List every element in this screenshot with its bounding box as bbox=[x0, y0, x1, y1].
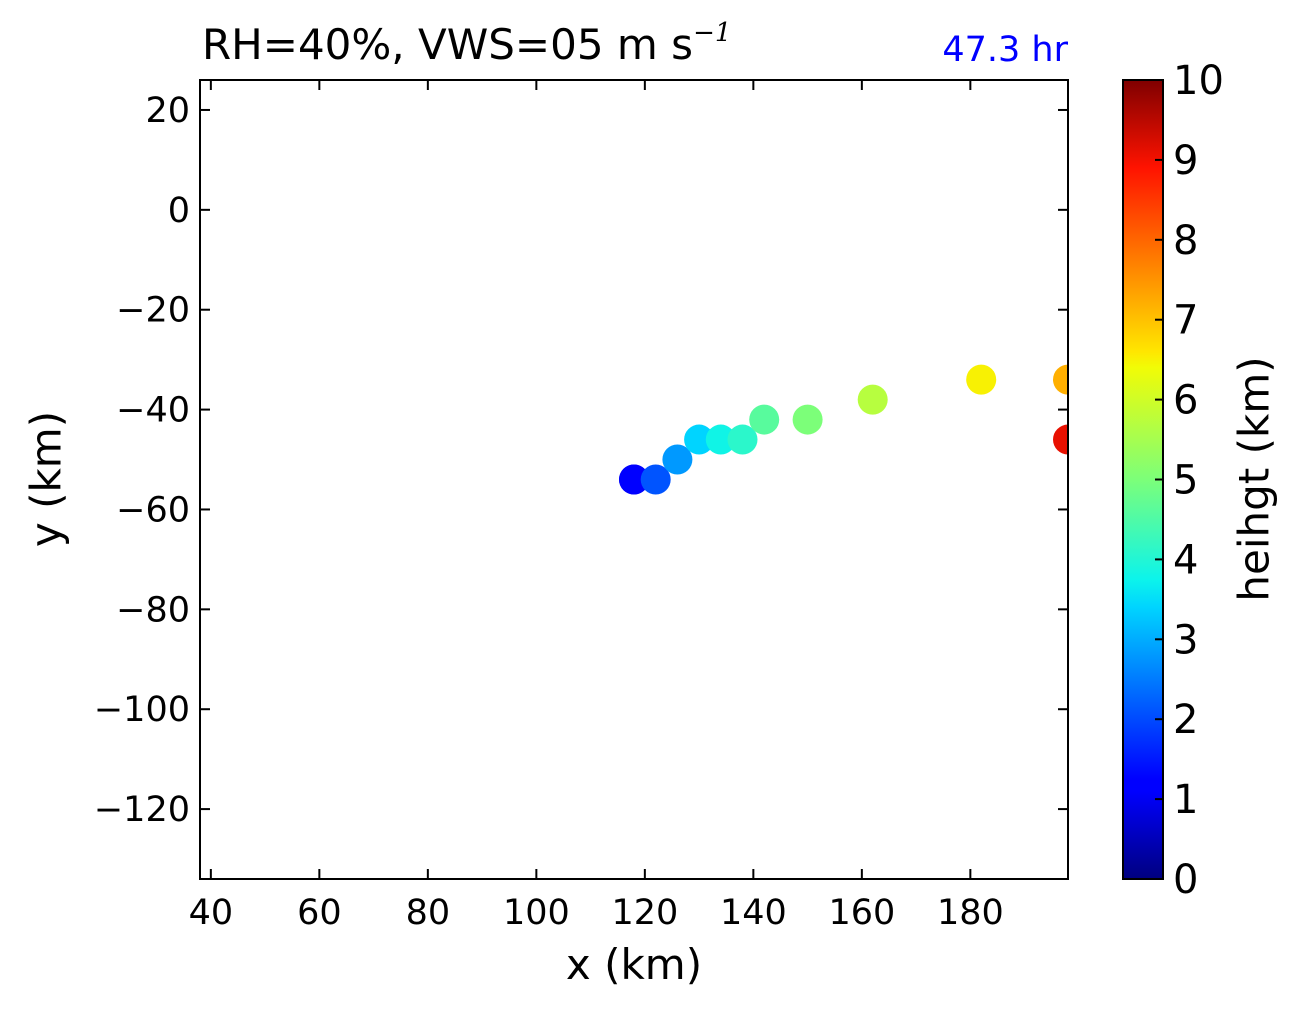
data-point bbox=[727, 424, 758, 455]
y-axis-label: y (km) bbox=[21, 410, 71, 548]
colorbar-tick-label: 10 bbox=[1173, 58, 1224, 104]
data-point bbox=[619, 464, 649, 495]
x-tick-label: 60 bbox=[297, 893, 342, 933]
axis-ticks: 40 60 80 100 120 140 160 180200−20−40−60−80−100… bbox=[94, 80, 1068, 933]
x-tick-label: 100 bbox=[503, 893, 570, 933]
colorbar-tick-label: 0 bbox=[1173, 857, 1198, 903]
data-point bbox=[684, 424, 715, 455]
colorbar-tick-label: 2 bbox=[1173, 697, 1198, 743]
colorbar-tick-label: 8 bbox=[1173, 218, 1198, 264]
data-point bbox=[792, 404, 823, 435]
colorbar-tick-label: 1 bbox=[1173, 777, 1198, 823]
data-point bbox=[966, 364, 997, 395]
x-tick-label: 180 bbox=[937, 893, 1004, 933]
colorbar-tick-label: 4 bbox=[1173, 537, 1198, 583]
time-label: 47.3 hr bbox=[942, 30, 1068, 70]
x-axis-label: x (km) bbox=[565, 940, 703, 989]
x-tick-label: 80 bbox=[406, 893, 451, 933]
colorbar-tick-label: 5 bbox=[1173, 458, 1198, 504]
y-tick-label: −80 bbox=[116, 590, 190, 630]
x-tick-label: 160 bbox=[828, 893, 895, 933]
y-tick-label: −40 bbox=[116, 391, 190, 431]
colorbar-tick-label: 9 bbox=[1173, 138, 1198, 184]
data-point bbox=[705, 424, 736, 455]
y-tick-label: 0 bbox=[168, 191, 190, 231]
y-tick-label: −120 bbox=[94, 790, 190, 830]
data-point bbox=[749, 404, 780, 435]
data-point bbox=[662, 444, 693, 475]
data-point bbox=[857, 384, 888, 415]
colorbar-tick-label: 6 bbox=[1173, 378, 1198, 424]
plot-frame bbox=[199, 79, 1069, 880]
colorbar-label: heihgt (km) bbox=[1229, 356, 1279, 602]
x-tick-label: 120 bbox=[611, 893, 678, 933]
title-superscript: −1 bbox=[693, 18, 732, 48]
chart-title: RH=40%, VWS=05 m s−1 bbox=[202, 18, 732, 69]
y-tick-label: −100 bbox=[94, 690, 190, 730]
y-tick-label: −20 bbox=[116, 291, 190, 331]
data-point bbox=[1053, 424, 1068, 455]
data-points bbox=[619, 364, 1068, 495]
colorbar-ticks: 0 1 2 3 4 5 6 7 8 9 10 bbox=[1155, 58, 1224, 903]
y-tick-label: 20 bbox=[145, 91, 190, 131]
colorbar-tick-label: 3 bbox=[1173, 617, 1198, 663]
x-tick-label: 140 bbox=[720, 893, 787, 933]
x-tick-label: 40 bbox=[189, 893, 234, 933]
colorbar-tick-label: 7 bbox=[1173, 298, 1198, 344]
data-point bbox=[1053, 364, 1068, 395]
data-point bbox=[640, 464, 671, 495]
y-tick-label: −60 bbox=[116, 490, 190, 530]
